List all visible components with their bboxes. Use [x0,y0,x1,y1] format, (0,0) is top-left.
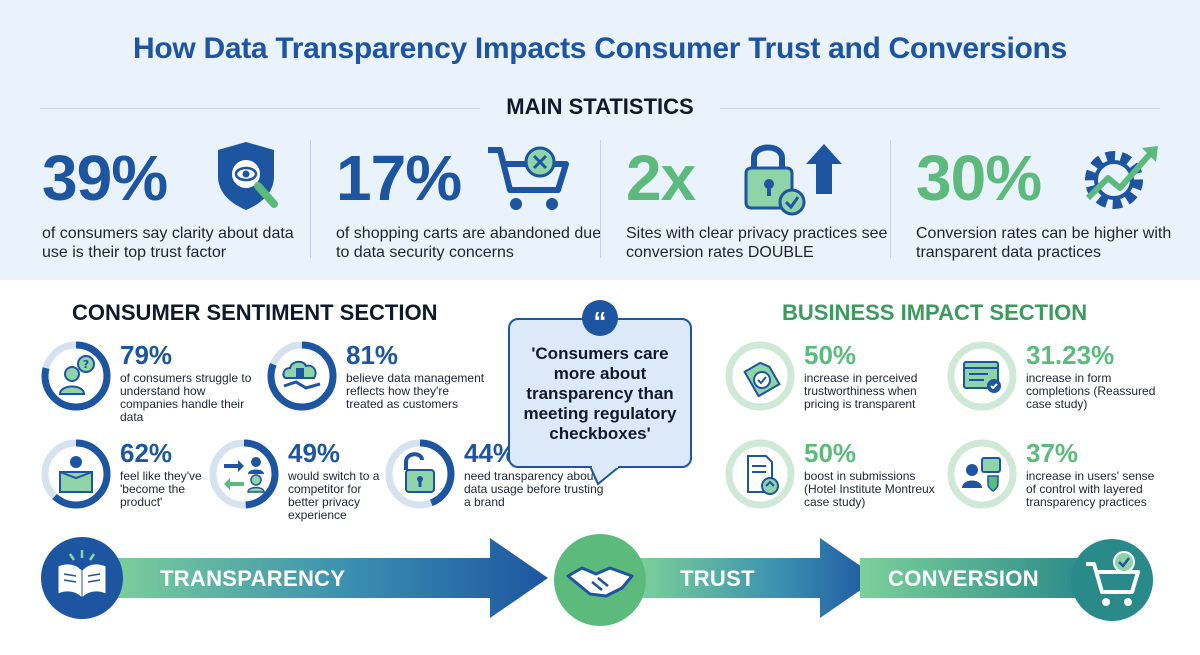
impact-value: 50% [804,438,857,468]
person-shield-settings-icon [962,457,1001,492]
stat-value: 39% [42,142,168,214]
stat-separator [310,140,311,258]
stat-description: of consumers say clarity about data use … [42,225,294,261]
stat-value: 30% [916,142,1042,214]
sentiment-card-5: 44% need transparency about data usage b… [384,438,624,528]
main-statistics-heading-text: MAIN STATISTICS [492,94,708,119]
shield-magnifier-icon [218,142,278,210]
impact-value: 37% [1026,438,1079,468]
form-check-icon [963,361,1001,393]
flow-step-trust: TRUST [680,566,755,591]
ring [725,439,795,509]
impact-card-1: 50% increase in perceived trustworthines… [724,340,944,430]
cart-check-icon [1071,539,1153,621]
person-in-box-icon [59,456,93,493]
shopping-cart-x-icon [488,146,569,210]
gear-growth-arrow-icon [1085,146,1158,209]
main-statistics-heading: MAIN STATISTICS [0,94,1200,120]
cloud-handshake-icon [282,360,321,390]
impact-description: increase in perceived trustworthiness wh… [804,371,918,411]
impact-description: increase in users' sense of control with… [1026,469,1155,509]
impact-card-3: 50% boost in submissions (Hotel Institut… [724,438,944,528]
sentiment-value: 49% [288,438,341,468]
ring [947,341,1017,411]
flow-arrow-3 [860,558,1090,598]
sentiment-value: 81% [346,340,399,370]
quote-icon: “ [582,300,618,336]
progress-ring [385,439,455,509]
flow-arrow-2 [640,538,878,618]
stat-separator [600,140,601,258]
sentiment-card-2: 81% believe data management reflects how… [266,340,506,430]
sentiment-description: would switch to a competitor for better … [288,469,380,522]
open-padlock-icon [404,452,435,493]
handshake-icon [554,534,646,626]
open-book-icon [41,537,123,619]
impact-card-4: 37% increase in users' sense of control … [946,438,1166,528]
quote-box: 'Consumers care more about transparency … [508,318,692,468]
sentiment-description: believe data management reflects how the… [346,371,485,411]
progress-ring [267,341,337,411]
sentiment-description: need transparency about data usage befor… [464,469,604,509]
progress-ring: ? [41,341,111,411]
flow-arrow-1 [110,538,548,618]
stat-description: Sites with clear privacy practices see c… [626,225,888,261]
stat-card-2: 17% of shopping carts are abandoned due … [336,138,616,268]
people-switch-icon [224,457,265,493]
sentiment-card-1: ? 79% of consumers struggle to understan… [40,340,280,430]
sentiment-card-4: 49% would switch to a competitor for bet… [208,438,448,528]
price-tag-check-icon [743,361,781,398]
consumer-sentiment-heading: CONSUMER SENTIMENT SECTION [72,300,438,325]
sentiment-card-3: 62% feel like they've 'become the produc… [40,438,280,528]
stat-card-4: 30% Conversion rates can be higher with … [916,138,1196,268]
sentiment-value: 44% [464,438,517,468]
impact-value: 31.23% [1026,340,1115,370]
stat-value: 2x [626,142,696,214]
ring [947,439,1017,509]
stat-card-1: 39% of consumers say clarity about data … [42,138,322,268]
flow-step-conversion: CONVERSION [888,566,1039,591]
sentiment-value: 62% [120,438,173,468]
quote-pointer [590,466,620,486]
impact-description: increase in form completions (Reassured … [1026,371,1156,411]
impact-card-2: 31.23% increase in form completions (Rea… [946,340,1166,430]
padlock-arrow-up-icon [744,144,842,216]
progress-ring [41,439,111,509]
stat-description: Conversion rates can be higher with tran… [916,225,1172,261]
stat-card-3: 2x Sites with clear privacy practices se… [626,138,906,268]
quote-text: 'Consumers care more about transparency … [523,344,677,443]
sentiment-value: 79% [120,340,173,370]
impact-value: 50% [804,340,857,370]
svg-text:?: ? [83,358,89,371]
stat-separator [890,140,891,258]
impact-description: boost in submissions (Hotel Institute Mo… [804,469,935,509]
divider-left [40,108,480,109]
sentiment-description: of consumers struggle to understand how … [120,371,252,424]
flow-step-transparency: TRANSPARENCY [160,566,346,591]
page-title: How Data Transparency Impacts Consumer T… [133,32,1067,65]
person-question-icon: ? [58,355,95,395]
sentiment-description: feel like they've 'become the product' [120,469,202,509]
document-upload-icon [747,455,779,495]
ring [725,341,795,411]
stat-description: of shopping carts are abandoned due to d… [336,225,602,261]
flow-band [110,538,1090,618]
stat-value: 17% [336,142,462,214]
business-impact-heading: BUSINESS IMPACT SECTION [782,300,1088,325]
divider-right [720,108,1160,109]
progress-ring [209,439,279,509]
